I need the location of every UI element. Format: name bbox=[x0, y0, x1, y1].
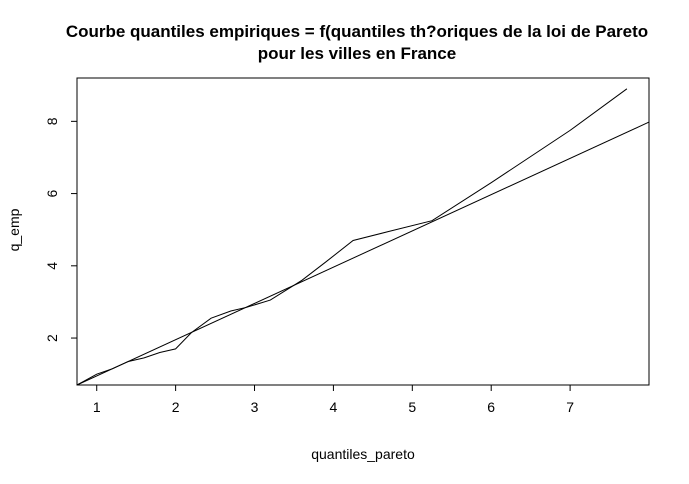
x-tick-label: 4 bbox=[330, 399, 338, 415]
reference-line bbox=[76, 121, 650, 386]
x-tick-label: 6 bbox=[487, 399, 495, 415]
chart-title-line-1: Courbe quantiles empiriques = f(quantile… bbox=[66, 22, 648, 41]
y-tick-label: 4 bbox=[44, 262, 60, 270]
y-axis-label: q_emp bbox=[6, 208, 22, 251]
y-axis: 2 4 6 8 bbox=[44, 117, 77, 342]
plot-frame bbox=[76, 77, 650, 386]
x-tick-label: 5 bbox=[408, 399, 416, 415]
x-tick-label: 3 bbox=[251, 399, 259, 415]
x-tick-label: 1 bbox=[93, 399, 101, 415]
x-axis: 1 2 3 4 5 6 7 bbox=[93, 385, 574, 415]
x-tick-label: 2 bbox=[172, 399, 180, 415]
x-axis-label: quantiles_pareto bbox=[311, 446, 415, 462]
y-tick-label: 8 bbox=[44, 117, 60, 125]
series-layer bbox=[76, 88, 650, 386]
y-tick-label: 2 bbox=[44, 334, 60, 342]
x-tick-label: 7 bbox=[566, 399, 574, 415]
empirical-quantile-line bbox=[76, 88, 628, 386]
chart-title-line-2: pour les villes en France bbox=[258, 44, 456, 63]
y-tick-label: 6 bbox=[44, 189, 60, 197]
